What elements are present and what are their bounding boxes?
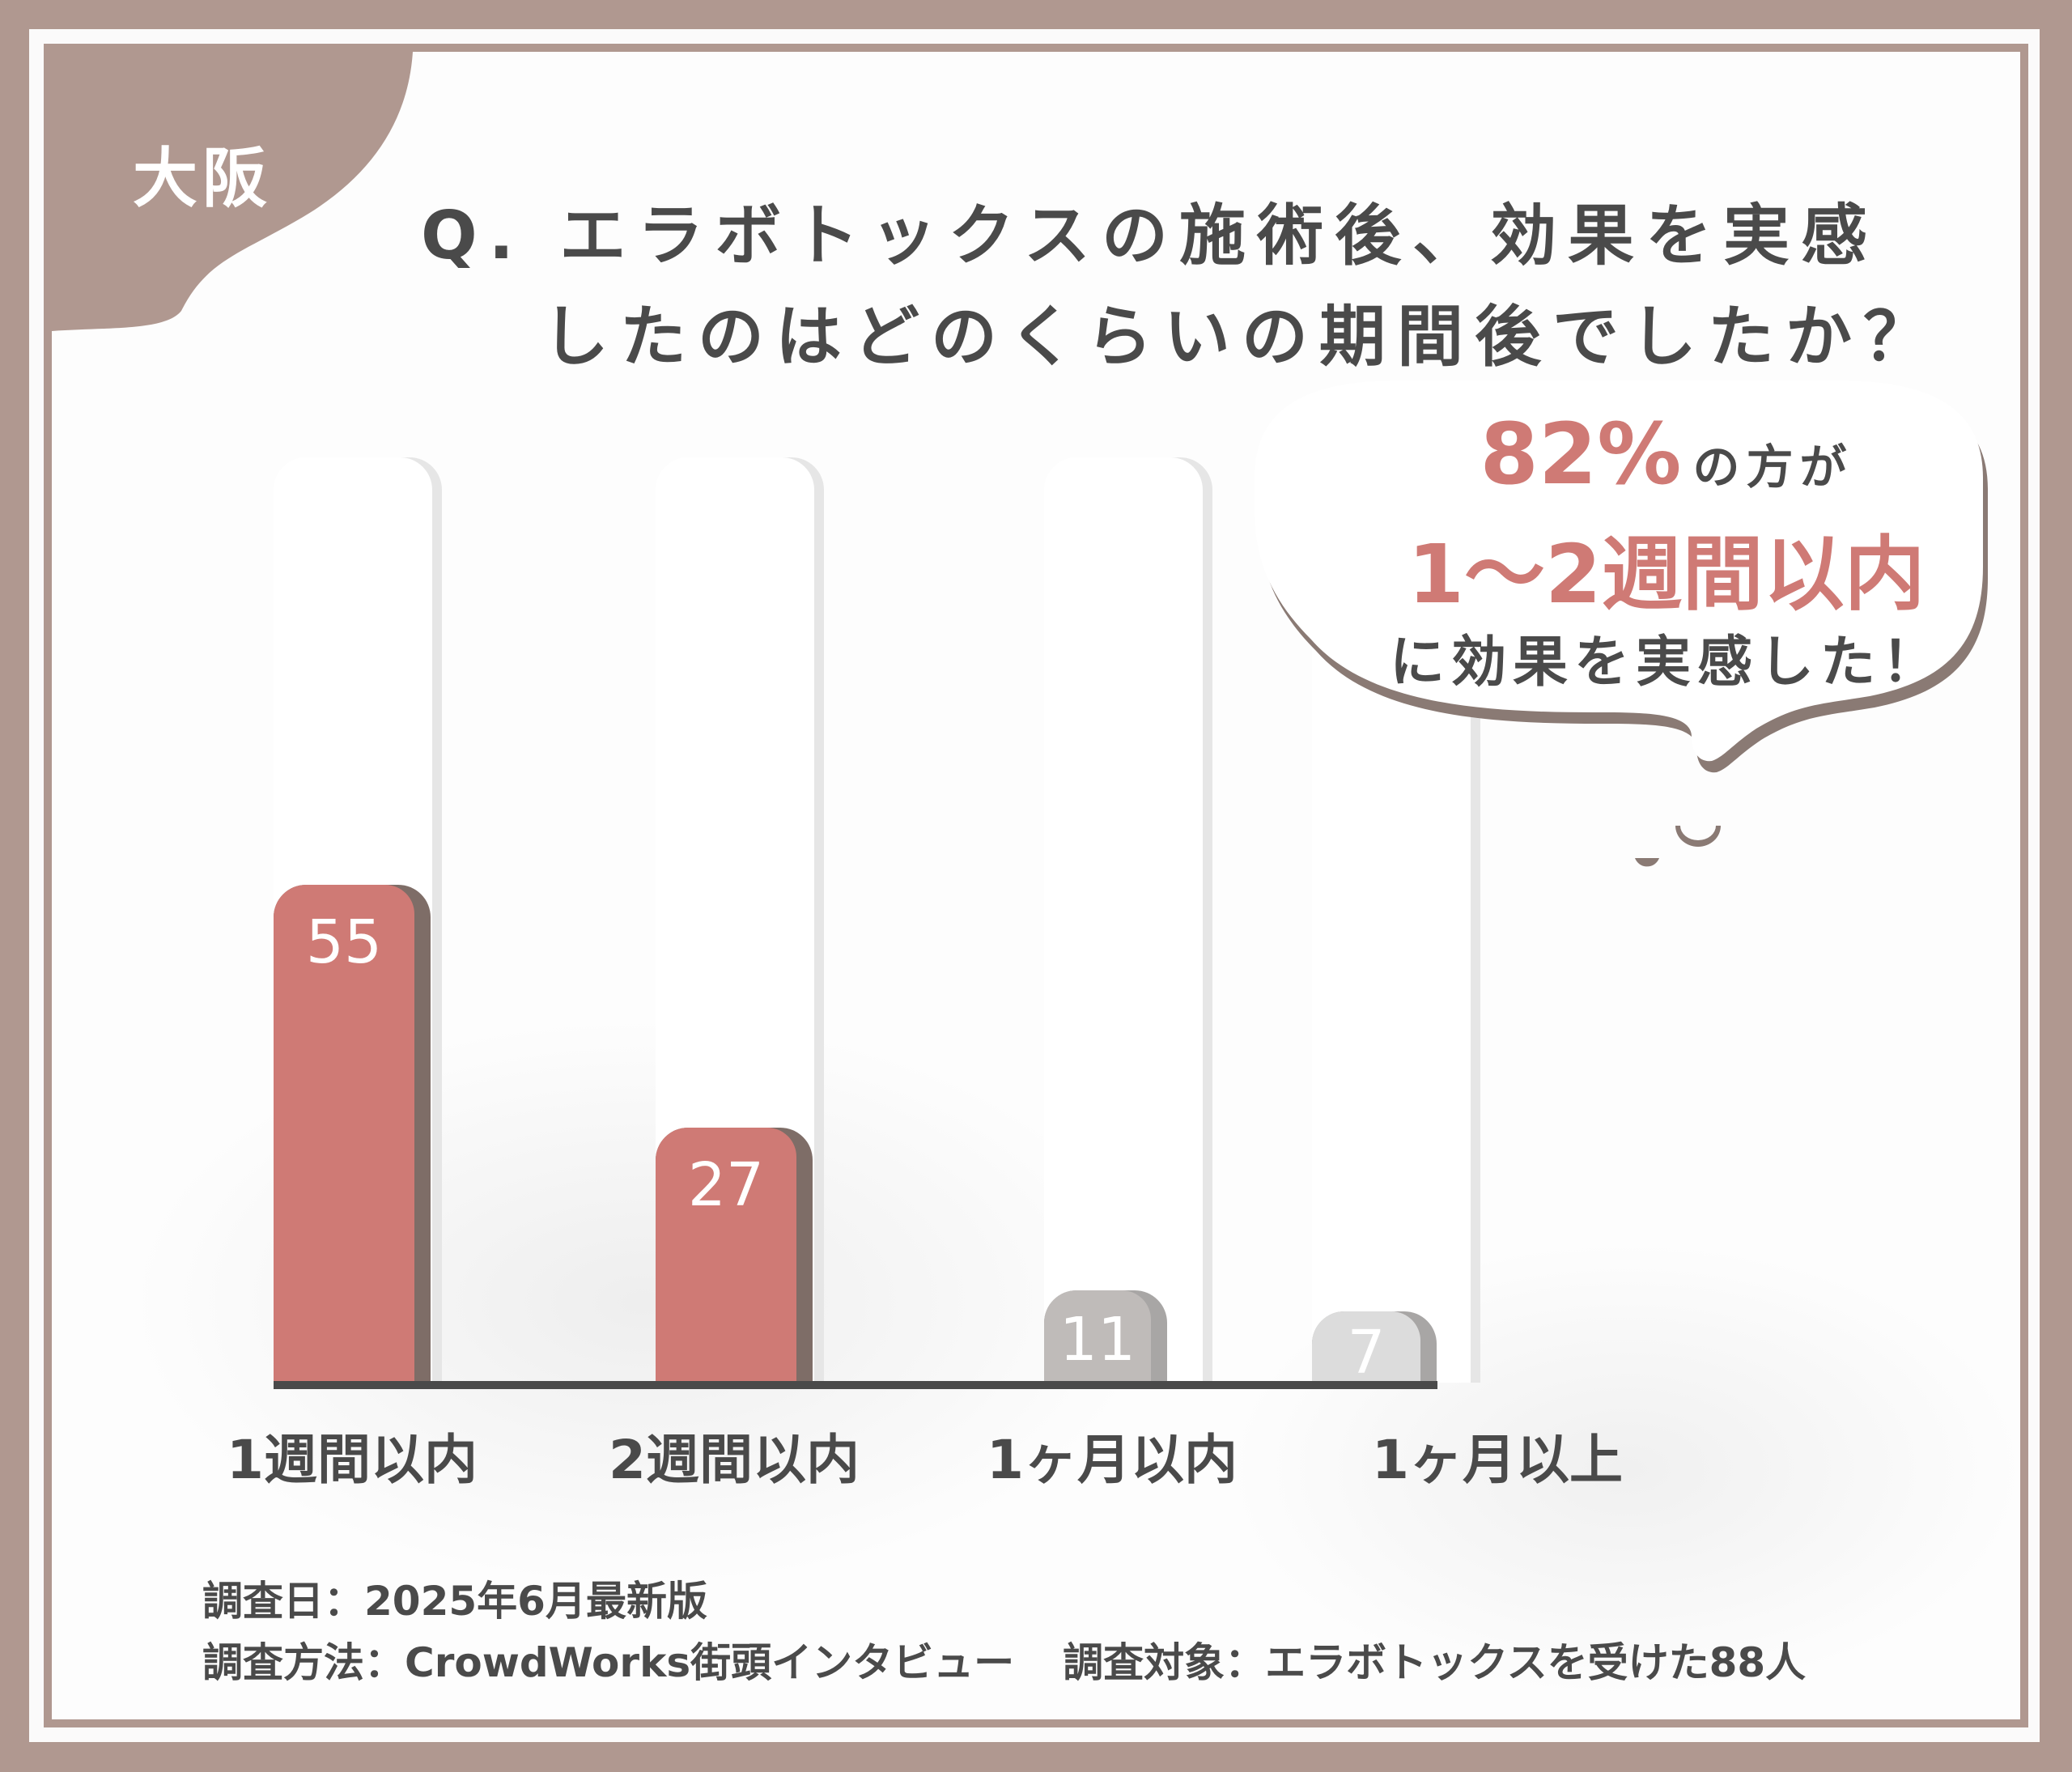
chart-card: 大阪 Q. エラボトックスの施術後、効果を実感 したのはどのくらいの期間後でした… bbox=[52, 52, 2020, 1719]
survey-date: 調査日：2025年6月最新版 bbox=[202, 1578, 707, 1625]
bar-value-label: 7 bbox=[1347, 1318, 1386, 1387]
bar-over-1-month: 7 bbox=[1312, 1311, 1437, 1387]
x-label-1: 1週間以内 bbox=[227, 1429, 478, 1491]
region-corner-shape bbox=[52, 52, 413, 331]
x-label-2: 2週間以内 bbox=[609, 1429, 860, 1491]
region-badge: 大阪 bbox=[133, 141, 272, 216]
bar-1-month: 11 bbox=[1044, 1290, 1167, 1383]
title-line-2: したのはどのくらいの期間後でしたか？ bbox=[542, 299, 1942, 376]
bar-value-label: 11 bbox=[1059, 1305, 1136, 1375]
callout-line-2: 1～2週間以内 bbox=[1408, 527, 1926, 622]
callout-percent: 82% bbox=[1480, 405, 1682, 504]
callout-line-1: 82% の方が bbox=[1302, 405, 2020, 504]
speech-bubble bbox=[1255, 380, 1988, 867]
survey-target: 調査対象：エラボトックスを受けた88人 bbox=[1063, 1639, 1807, 1686]
x-axis-baseline bbox=[274, 1381, 1437, 1389]
title-line-1: Q. エラボトックスの施術後、効果を実感 bbox=[421, 198, 1879, 274]
callout-line1-suffix: の方が bbox=[1692, 440, 1853, 495]
callout-line-3: に効果を実感した！ bbox=[1389, 631, 1943, 695]
bar-track-3 bbox=[1044, 457, 1203, 1383]
question-title: Q. エラボトックスの施術後、効果を実感 したのはどのくらいの期間後でしたか？ bbox=[421, 185, 1941, 388]
bar-2-weeks: 27 bbox=[656, 1128, 813, 1383]
survey-method-target: 調査方法：CrowdWorks街頭インタビュー 調査対象：エラボトックスを受けた8… bbox=[202, 1632, 1806, 1693]
x-label-3: 1ヶ月以内 bbox=[987, 1429, 1238, 1491]
x-label-4: 1ヶ月以上 bbox=[1372, 1429, 1623, 1491]
bar-1-week: 55 bbox=[274, 885, 431, 1383]
survey-notes: 調査日：2025年6月最新版 調査方法：CrowdWorks街頭インタビュー 調査… bbox=[202, 1570, 1806, 1693]
survey-method: 調査方法：CrowdWorks街頭インタビュー bbox=[202, 1639, 1015, 1686]
bar-value-label: 27 bbox=[687, 1150, 765, 1220]
bar-value-label: 55 bbox=[305, 907, 383, 977]
